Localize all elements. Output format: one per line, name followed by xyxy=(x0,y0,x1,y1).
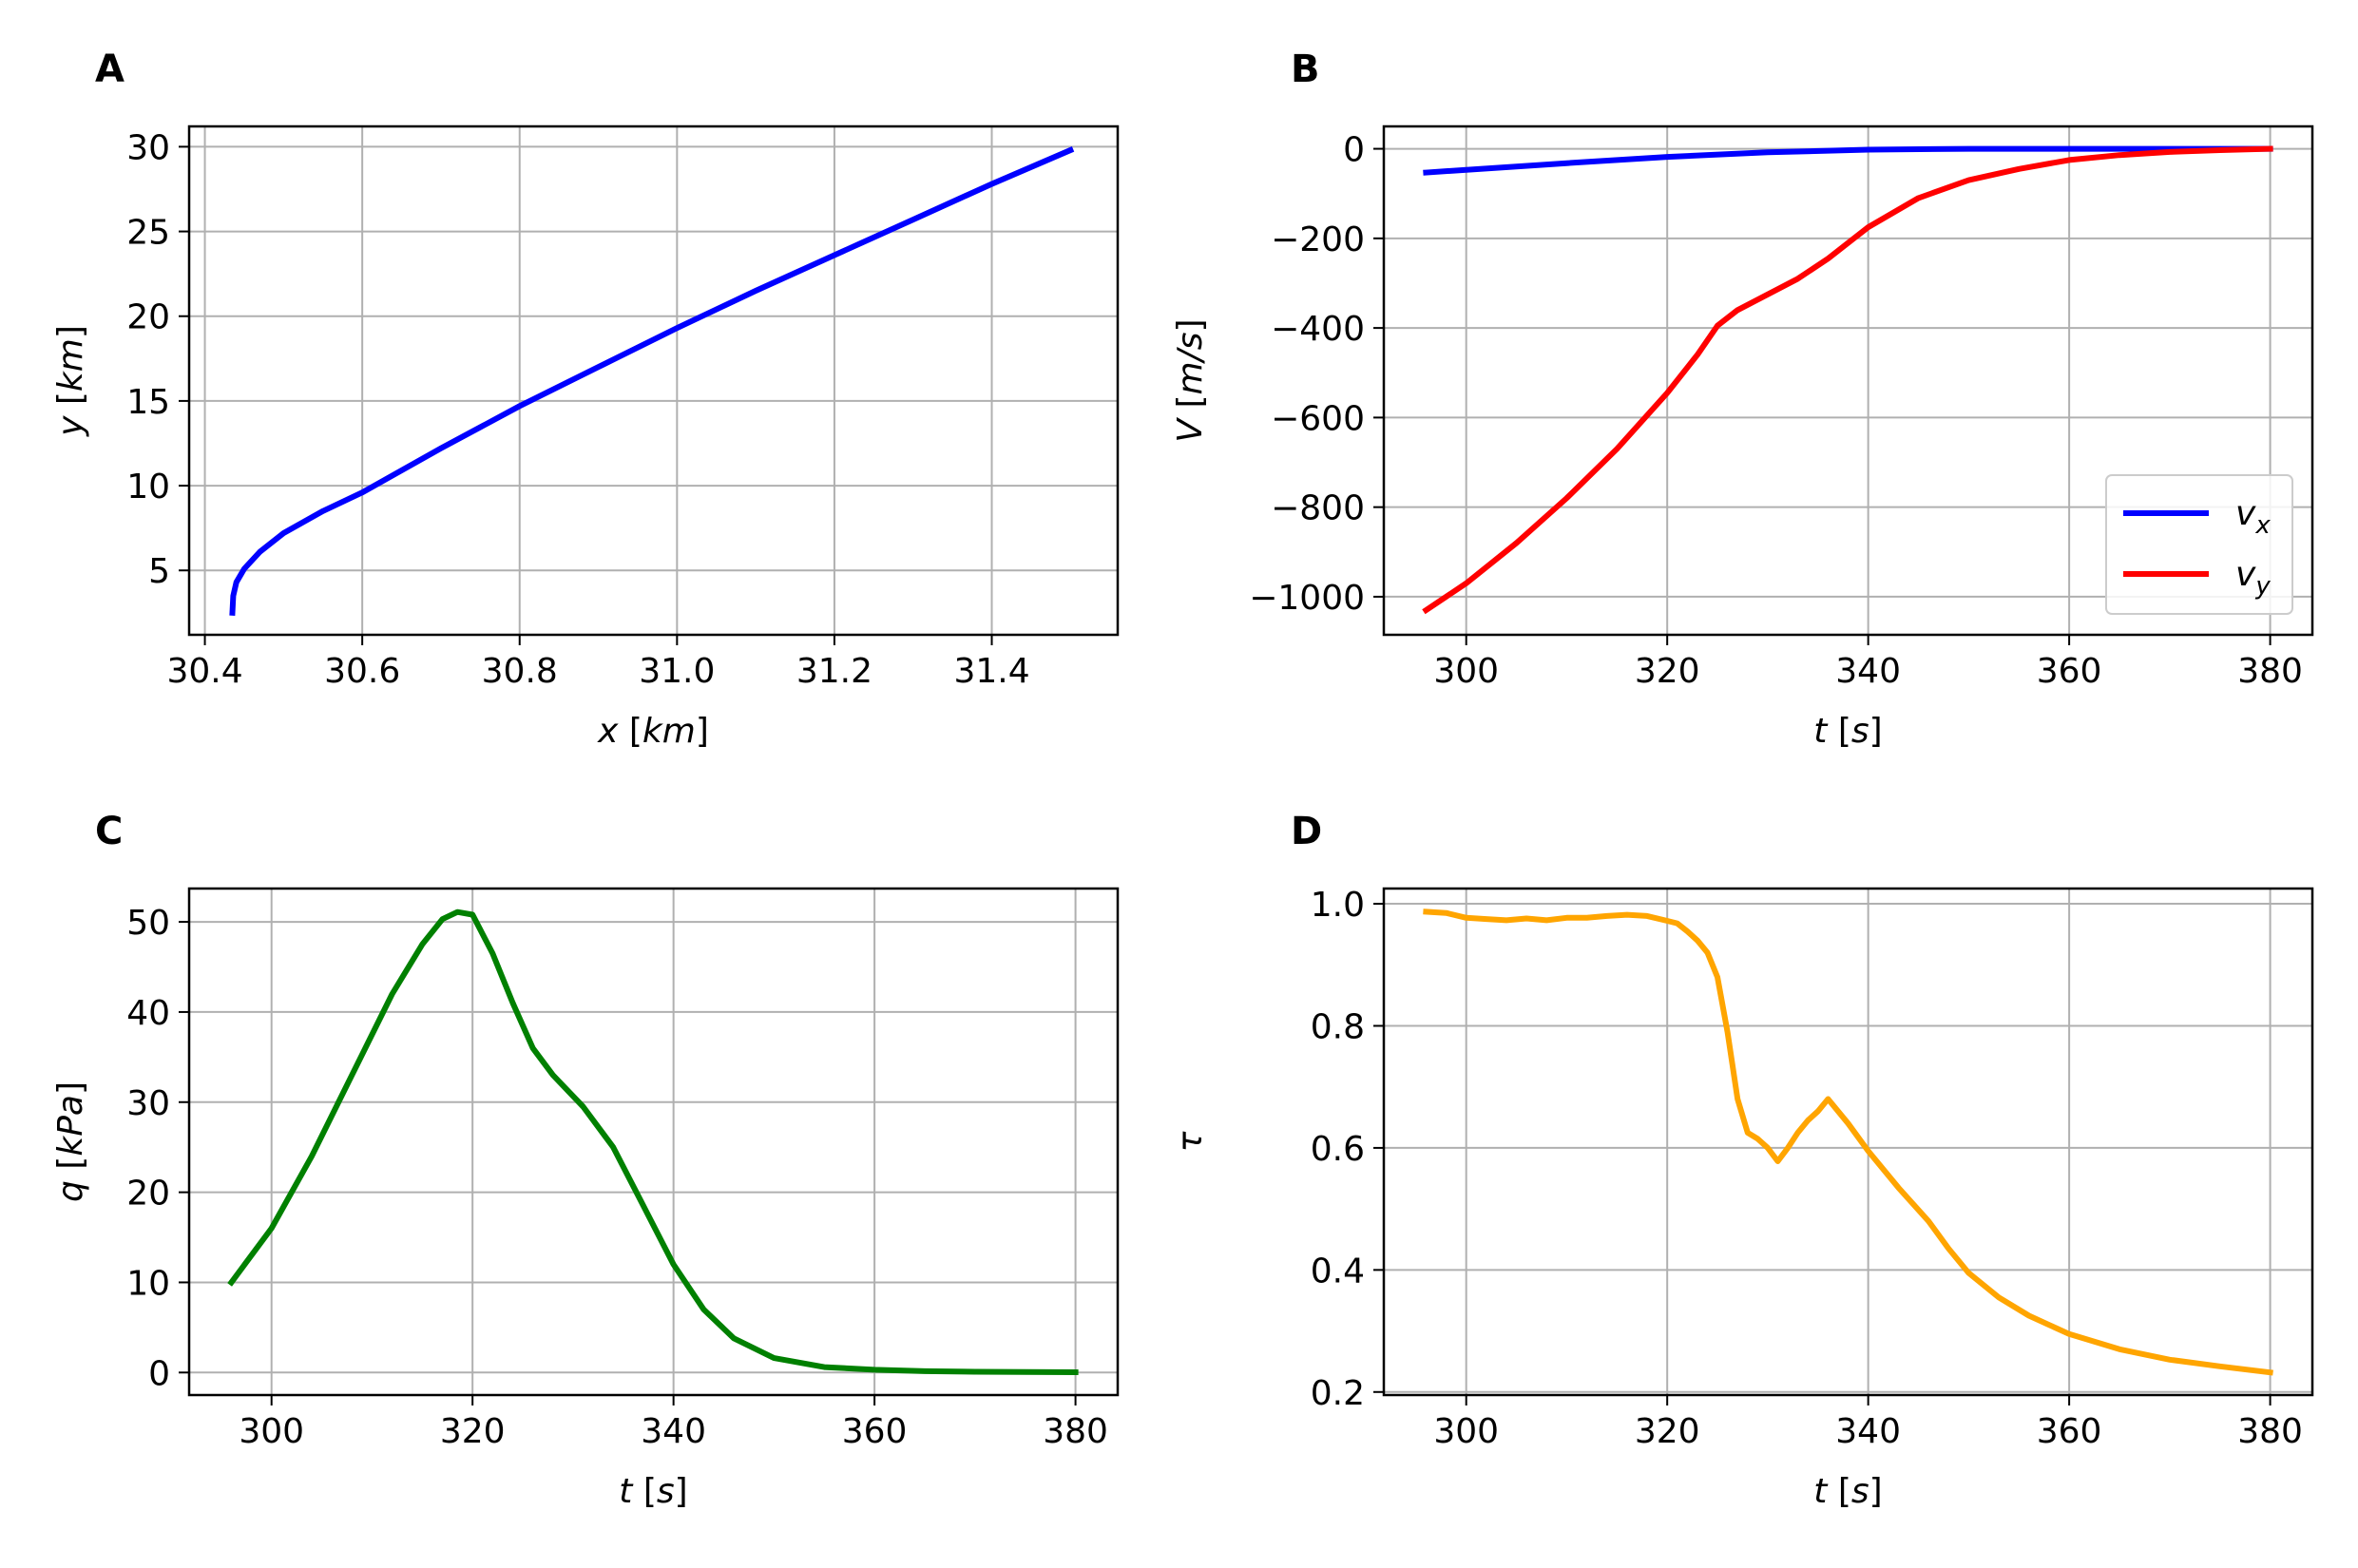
y-tick-label: 30 xyxy=(126,128,170,167)
x-tick-label: 380 xyxy=(1043,1412,1108,1451)
x-tick-label: 380 xyxy=(2237,1412,2303,1451)
panel-d: D 300 320 340 360 380 0.2 0.4 0.6 0.8 1.0 t [s] τ xyxy=(1171,810,2314,1511)
y-tick-label: 10 xyxy=(126,468,170,507)
y-tick-label: −1000 xyxy=(1249,579,1365,618)
panel-letter: B xyxy=(1291,48,1320,91)
y-tick-label: 0.2 xyxy=(1311,1374,1365,1413)
y-tick-label: 5 xyxy=(148,552,170,591)
y-axis-label: V [m/s] xyxy=(1171,318,1210,442)
x-tick-label: 320 xyxy=(1635,652,1700,691)
x-tick-label: 300 xyxy=(1433,1412,1499,1451)
x-axis-label: t [s] xyxy=(1813,1472,1882,1511)
y-tick-label: 0.8 xyxy=(1311,1007,1365,1046)
x-tick-label: 300 xyxy=(1433,652,1499,691)
x-tick-label: 30.4 xyxy=(166,652,242,691)
x-tick-label: 31.0 xyxy=(639,652,715,691)
y-tick-label: 0 xyxy=(148,1354,170,1393)
y-tick-label: 0.4 xyxy=(1311,1252,1365,1291)
y-tick-label: −200 xyxy=(1271,220,1365,259)
legend: vx vy xyxy=(2105,474,2293,615)
y-tick-label: 25 xyxy=(126,214,170,253)
panel-c: C 300 320 340 360 380 0 10 20 30 40 50 t [s] q [kPa] xyxy=(51,810,1120,1511)
y-tick-label: −600 xyxy=(1271,399,1365,438)
legend-label: vy xyxy=(2235,555,2271,601)
axes-frame xyxy=(1382,124,2314,637)
y-axis-label: τ xyxy=(1171,1131,1210,1152)
x-tick-label: 30.6 xyxy=(324,652,400,691)
y-tick-label: 0.6 xyxy=(1311,1130,1365,1169)
x-tick-label: 360 xyxy=(2037,652,2102,691)
y-tick-label: 1.0 xyxy=(1311,886,1365,925)
legend-box xyxy=(2105,474,2293,615)
x-tick-label: 31.2 xyxy=(796,652,872,691)
y-tick-label: 20 xyxy=(126,298,170,337)
panel-letter: D xyxy=(1291,810,1322,853)
legend-label: vx xyxy=(2235,494,2271,540)
y-tick-label: 20 xyxy=(126,1175,170,1214)
x-tick-label: 340 xyxy=(641,1412,706,1451)
panel-letter: A xyxy=(95,48,125,91)
series-line-0 xyxy=(229,146,1075,616)
x-tick-label: 380 xyxy=(2237,652,2303,691)
y-tick-label: 10 xyxy=(126,1264,170,1303)
x-tick-label: 360 xyxy=(842,1412,908,1451)
axes-frame xyxy=(187,887,1120,1397)
series-line-vx xyxy=(1423,145,2273,176)
series-line-vy xyxy=(1422,145,2273,615)
x-axis-label: t [s] xyxy=(619,1472,687,1511)
x-tick-label: 320 xyxy=(440,1412,506,1451)
y-tick-label: 50 xyxy=(126,904,170,943)
y-tick-label: −400 xyxy=(1271,310,1365,349)
y-axis-label: q [kPa] xyxy=(51,1081,90,1202)
x-axis-label: t [s] xyxy=(1813,712,1882,751)
axes-frame xyxy=(187,124,1120,637)
panel-b: B 300 320 340 360 380 0 −200 −400 −600 −800 −1000 t … xyxy=(1171,48,2314,751)
series-line-0 xyxy=(1423,908,2273,1376)
x-tick-label: 300 xyxy=(239,1412,304,1451)
x-axis-label: x [km] xyxy=(597,712,709,751)
x-tick-label: 340 xyxy=(1835,1412,1901,1451)
x-tick-label: 30.8 xyxy=(482,652,558,691)
y-tick-label: 15 xyxy=(126,383,170,422)
x-tick-label: 320 xyxy=(1635,1412,1700,1451)
x-tick-label: 360 xyxy=(2037,1412,2102,1451)
series-line-0 xyxy=(227,908,1079,1376)
y-tick-label: 0 xyxy=(1343,131,1365,170)
axes-frame xyxy=(1382,887,2314,1397)
y-tick-label: −800 xyxy=(1271,489,1365,528)
panel-a: A 30.4 30.6 30.8 31.0 31.2 31.4 5 10 15 20 25 30 x [k… xyxy=(51,48,1120,751)
y-tick-label: 40 xyxy=(126,994,170,1033)
panel-letter: C xyxy=(95,810,123,853)
y-tick-label: 30 xyxy=(126,1084,170,1123)
x-tick-label: 31.4 xyxy=(953,652,1029,691)
x-tick-label: 340 xyxy=(1835,652,1901,691)
y-axis-label: y [km] xyxy=(51,325,90,437)
